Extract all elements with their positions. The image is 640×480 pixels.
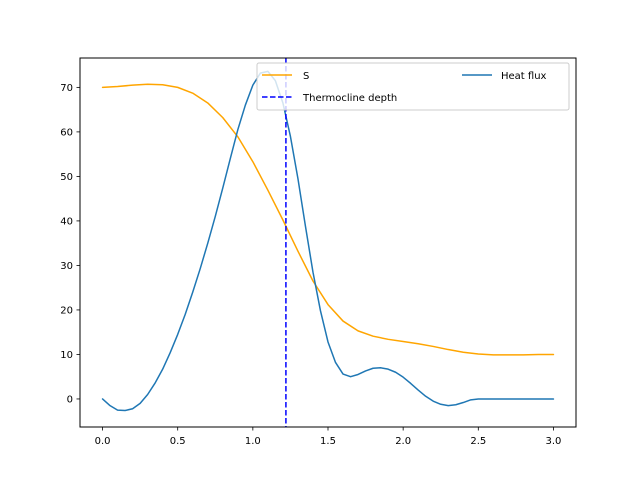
- x-axis: 0.0 0.5 1.0 1.5 2.0 2.5 3.0: [95, 427, 562, 447]
- x-tick-label: 2.0: [395, 436, 411, 447]
- y-tick-label: 20: [60, 305, 73, 316]
- y-tick-label: 60: [60, 127, 73, 138]
- x-tick-label: 3.0: [546, 436, 562, 447]
- legend-label-s: S: [303, 71, 309, 82]
- y-tick-label: 0: [67, 394, 73, 405]
- x-tick-label: 0.5: [170, 436, 186, 447]
- y-axis: 0 10 20 30 40 50 60 70: [60, 83, 80, 405]
- series-s-line: [101, 83, 555, 356]
- legend: S Thermocline depth Heat flux: [256, 62, 570, 111]
- y-tick-label: 70: [60, 83, 73, 94]
- x-tick-label: 0.0: [95, 436, 111, 447]
- y-tick-label: 40: [60, 216, 73, 227]
- y-tick-label: 50: [60, 172, 73, 183]
- x-tick-label: 1.5: [320, 436, 336, 447]
- y-tick-label: 30: [60, 261, 73, 272]
- legend-label-thermocline-depth: Thermocline depth: [302, 93, 397, 104]
- plot-area: [101, 58, 555, 427]
- series-heat-flux-line: [101, 70, 555, 412]
- legend-label-heat-flux: Heat flux: [501, 71, 547, 82]
- y-tick-label: 10: [60, 350, 73, 361]
- x-tick-label: 1.0: [245, 436, 261, 447]
- x-tick-label: 2.5: [470, 436, 486, 447]
